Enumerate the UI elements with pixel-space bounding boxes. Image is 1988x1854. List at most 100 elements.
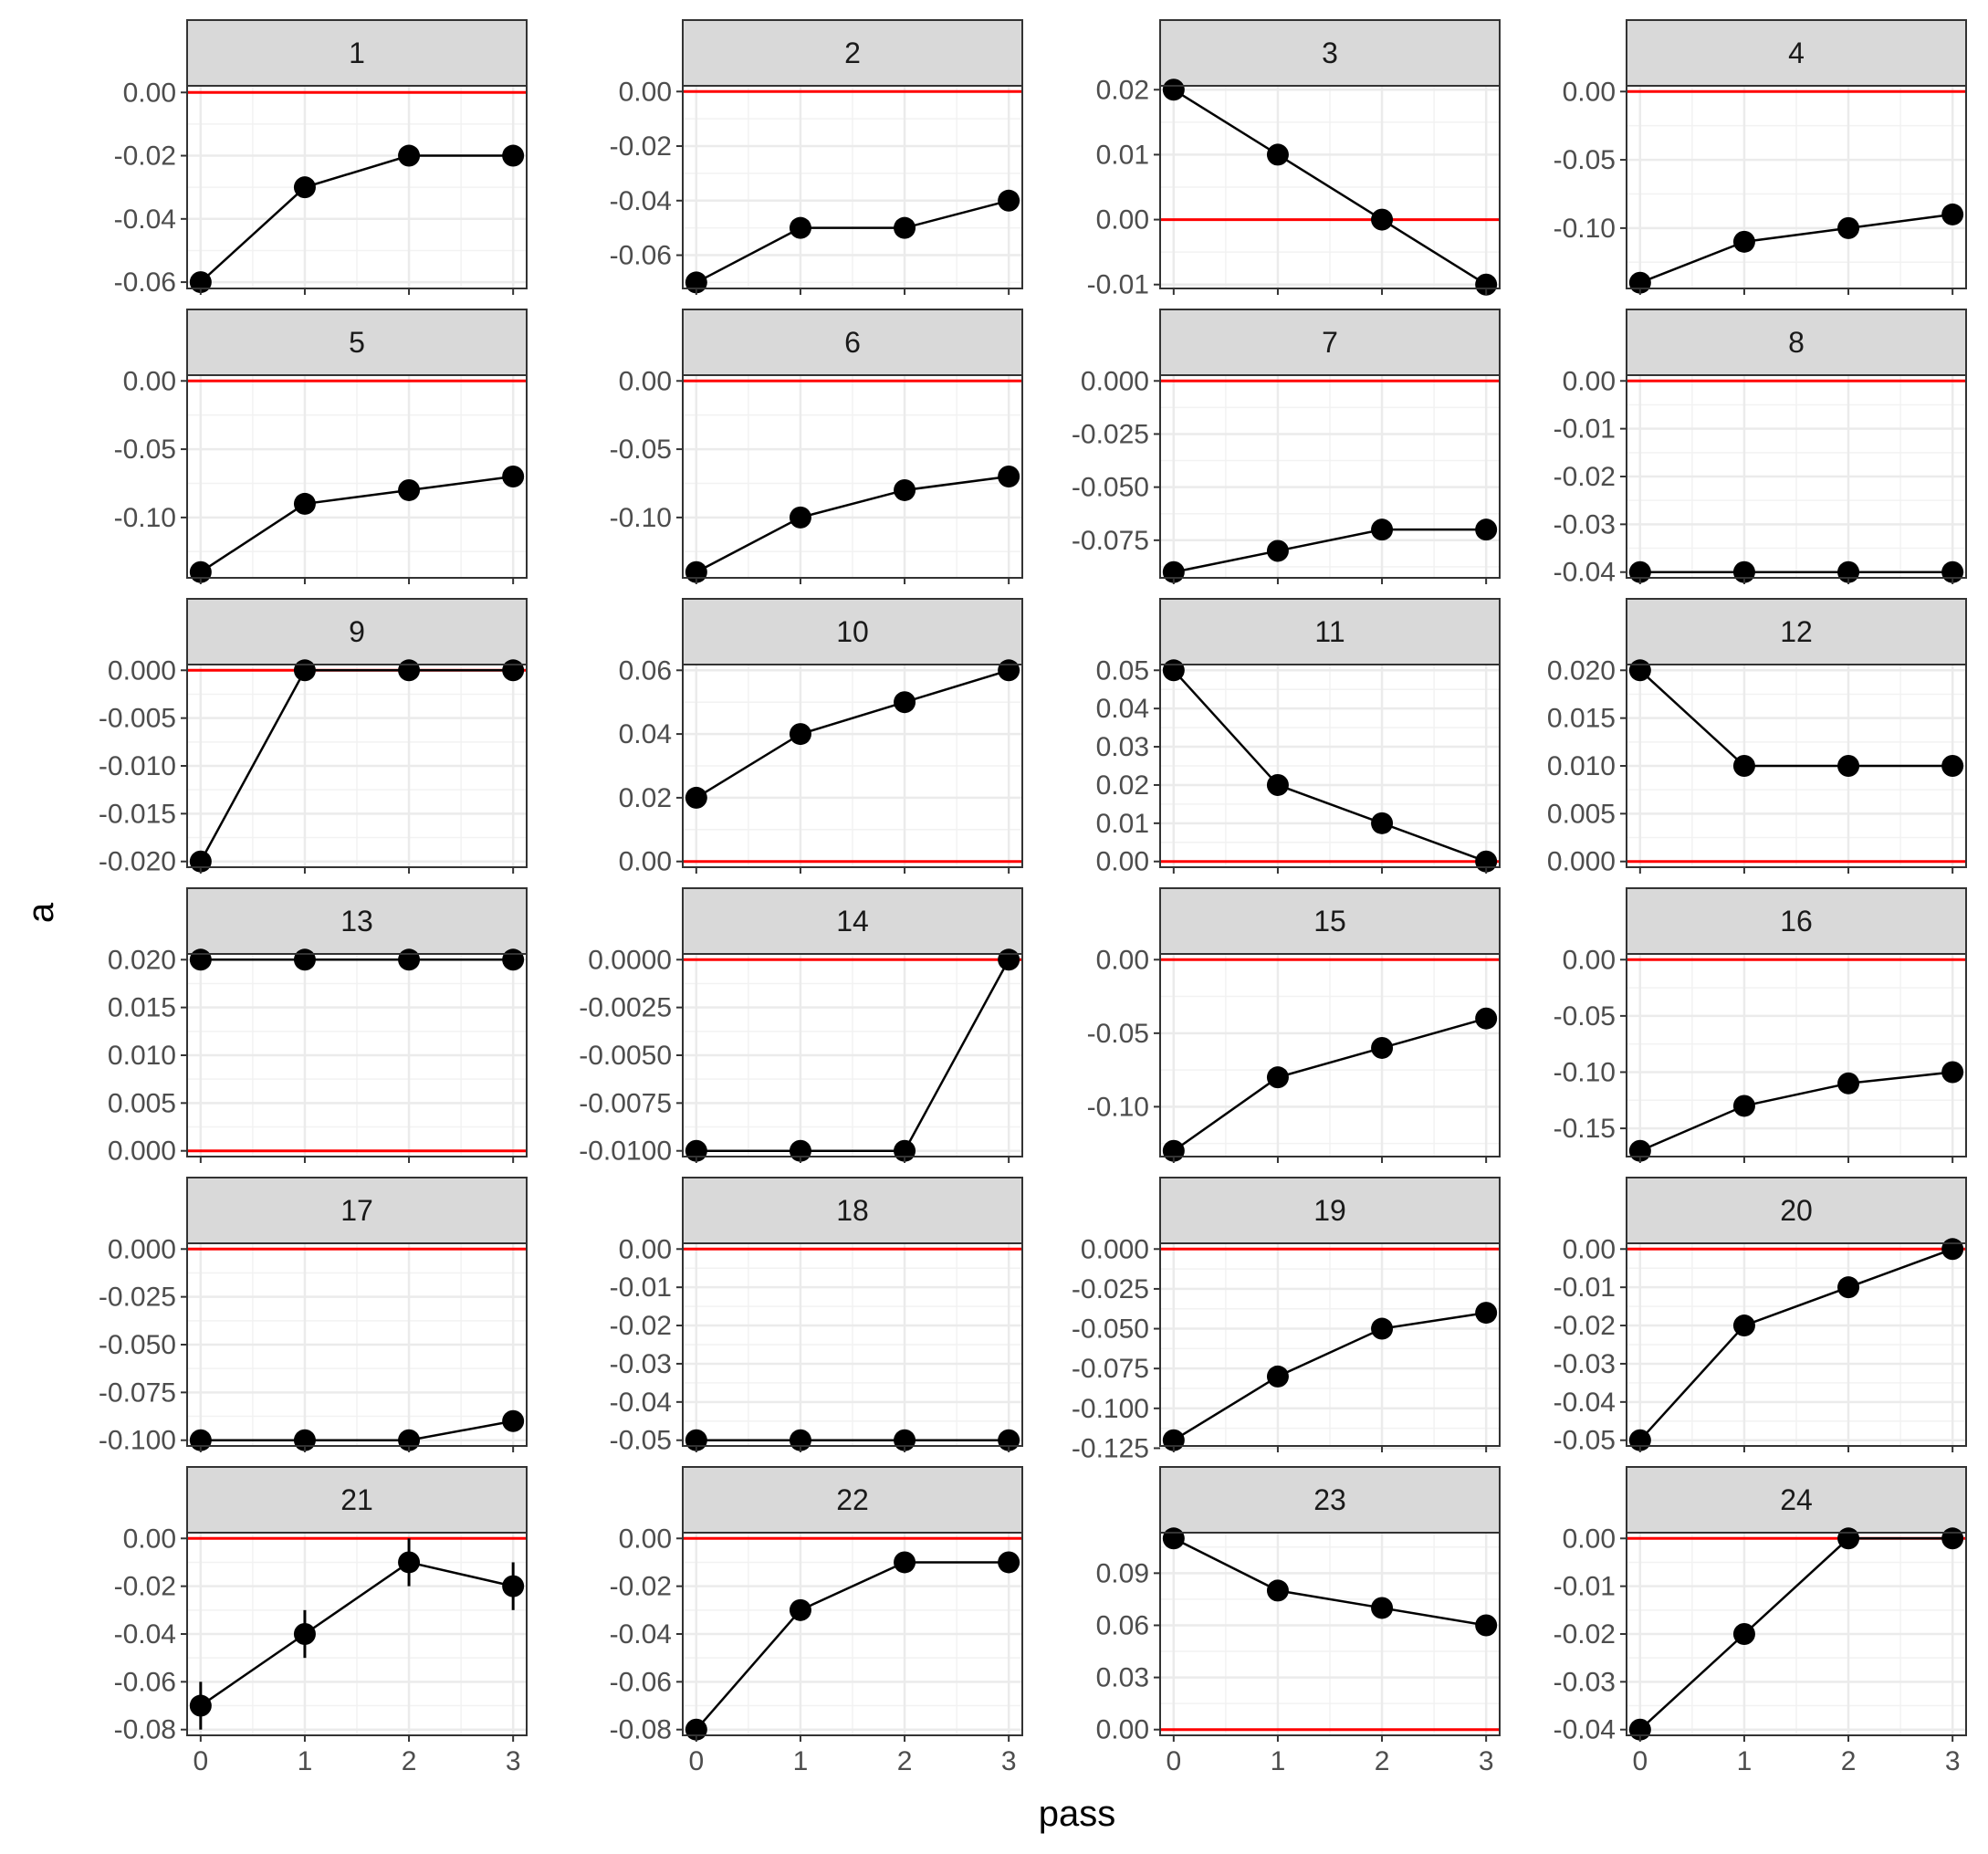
data-point [1941,1061,1964,1084]
data-point [789,1598,811,1621]
panel-12: 12 0.020 0.015 0.010 0.005 0.000 [1547,598,1967,877]
data-point [1475,1007,1498,1030]
data-point [1266,773,1289,796]
y-tick-label: 0.00 [123,78,176,108]
y-tick-label: 0.0000 [588,945,672,975]
y-tick-label: -0.06 [610,1667,672,1697]
panel-strip [682,19,1023,87]
panel-grid [1627,86,1966,288]
y-tick-label: -0.025 [99,1283,176,1313]
panel-strip-label: 17 [340,1194,373,1227]
y-tick-label: 0.00 [619,366,672,396]
panel-strip [1626,309,1967,376]
panel-border [1159,374,1501,579]
x-tick-label: 0 [193,1746,208,1776]
y-tick-label: -0.125 [1072,1433,1149,1463]
y-tick-label: -0.04 [610,1388,672,1418]
data-point [1475,1614,1498,1637]
data-point [998,948,1020,971]
data-point [1732,1315,1755,1337]
panel-strip-label: 12 [1780,615,1813,648]
panel-strip [186,19,528,87]
panel-border [1626,1242,1967,1447]
y-tick-label: -0.050 [1072,473,1149,503]
y-tick-label: -0.01 [1554,1572,1616,1602]
data-point [1162,79,1185,101]
panel-grid [683,665,1022,867]
panel-18: 18 0.00 -0.01 -0.02 -0.03 -0.04 -0.05 [610,1177,1023,1456]
panel-strip [1159,19,1501,87]
panel-strip [1159,1177,1501,1244]
panel-strip-label: 19 [1313,1194,1346,1227]
panel-strip-label: 4 [1788,37,1805,69]
y-tick-label: 0.020 [1547,655,1616,686]
panel-strip-label: 13 [340,905,373,937]
y-tick-label: -0.075 [1072,526,1149,556]
series-line [1639,1071,1953,1152]
data-point [1628,659,1651,682]
x-tick-label: 1 [793,1746,809,1776]
data-point [189,948,212,971]
y-tick-label: -0.04 [1554,558,1616,588]
data-point [398,478,421,501]
y-tick-label: -0.050 [1072,1315,1149,1345]
panel-strip-label: 1 [349,37,365,69]
y-axis-title: a [21,902,61,923]
data-point [293,1623,316,1645]
y-tick-label: -0.05 [1554,1001,1616,1032]
y-tick-label: 0.005 [108,1088,176,1118]
y-tick-label: 0.00 [1563,945,1616,975]
y-tick-label: 0.02 [1096,770,1149,801]
data-point [502,659,525,682]
data-point [398,1551,421,1574]
data-point [502,144,525,167]
y-tick-label: -0.020 [99,847,176,877]
panel-strip-label: 22 [836,1483,869,1516]
y-tick-label: -0.10 [1087,1092,1149,1122]
panel-strip [186,1177,528,1244]
data-point [502,948,525,971]
panels: 1 0.00 -0.02 -0.04 -0.06 2 0.00 -0.02 -0.04 -0.06… [99,19,1967,1776]
y-tick-label: 0.000 [1081,366,1149,396]
y-tick-label: 0.02 [1096,75,1149,105]
panel-strip-label: 2 [844,37,861,69]
panel-strip [682,309,1023,376]
panel-grid [1627,1243,1966,1446]
panel-strip-label: 15 [1313,905,1346,937]
series-line [200,1561,514,1707]
data-point [502,1409,525,1432]
series-line [695,1561,1010,1731]
panel-23: 230.090.060.030.000 1 2 3 [1096,1466,1501,1776]
data-point [1732,230,1755,253]
y-tick-label: -0.05 [610,435,672,465]
panel-strip [1626,19,1967,87]
y-tick-label: -0.06 [114,267,176,298]
panel-strip-label: 9 [349,615,365,648]
data-point [998,1551,1020,1574]
panel-border [186,374,528,579]
y-tick-label: -0.04 [1554,1715,1616,1745]
data-point [1266,539,1289,562]
y-tick-label: -0.05 [114,435,176,465]
series-line [1173,89,1487,286]
data-point [1266,1365,1289,1388]
y-tick-label: 0.00 [1563,77,1616,107]
y-tick-label: 0.00 [619,847,672,877]
y-tick-label: -0.0075 [579,1088,672,1118]
panel-strip-label: 10 [836,615,869,648]
y-tick-label: 0.00 [1096,1715,1149,1745]
y-tick-label: 0.015 [1547,704,1616,734]
series-line [1638,1248,1953,1441]
panel-grid [683,1243,1022,1446]
y-tick-label: -0.04 [610,186,672,216]
y-tick-label: -0.05 [1087,1019,1149,1049]
y-tick-label: 0.00 [1096,945,1149,975]
data-point [1162,659,1185,682]
y-tick-label: -0.075 [99,1377,176,1408]
y-tick-label: 0.04 [619,719,672,749]
x-tick-label: 0 [1632,1746,1648,1776]
data-point [398,948,421,971]
panel-border [682,85,1023,289]
panel-strip-label: 8 [1788,326,1805,359]
panel-border [682,374,1023,579]
